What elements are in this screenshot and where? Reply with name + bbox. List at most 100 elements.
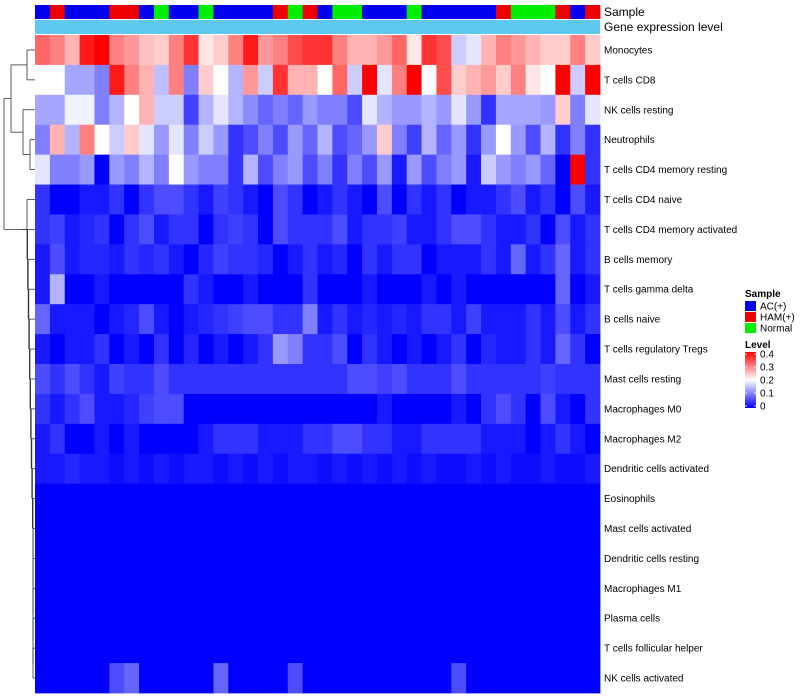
heatmap-cell xyxy=(421,483,437,514)
heatmap-cell xyxy=(525,244,541,275)
heatmap-cell xyxy=(421,573,437,604)
heatmap-cell xyxy=(153,364,170,395)
heatmap-cell xyxy=(585,393,601,425)
heatmap-cell xyxy=(376,633,393,664)
heatmap-cell xyxy=(139,214,155,245)
heatmap-cell xyxy=(421,124,437,156)
heatmap-cell xyxy=(287,364,304,395)
heatmap-cell xyxy=(243,334,259,365)
heatmap-cell xyxy=(287,453,304,485)
heatmap-cell xyxy=(347,603,363,634)
heatmap-cell xyxy=(347,94,363,126)
heatmap-cell xyxy=(451,184,467,215)
heatmap-cell xyxy=(347,214,363,245)
heatmap-cell xyxy=(183,154,199,185)
heatmap-cell xyxy=(555,423,571,455)
heatmap-cell xyxy=(451,364,467,395)
heatmap-cell xyxy=(139,663,155,694)
heatmap-cell xyxy=(228,35,244,66)
heatmap-cell xyxy=(243,573,259,604)
heatmap-cell xyxy=(570,663,586,694)
heatmap-cell xyxy=(228,94,244,126)
heatmap-cell xyxy=(436,453,452,485)
heatmap-cell xyxy=(124,364,140,395)
heatmap-cell xyxy=(168,633,185,664)
heatmap-cell xyxy=(124,64,140,96)
row-label: NK cells resting xyxy=(604,105,673,116)
heatmap-cell xyxy=(183,543,199,574)
heatmap-cell xyxy=(228,633,244,664)
heatmap-cell xyxy=(49,35,66,66)
heatmap-cell xyxy=(228,244,244,275)
heatmap-cell xyxy=(436,663,452,694)
heatmap-cell xyxy=(495,543,512,574)
row-label: NK cells activated xyxy=(604,674,683,685)
heatmap-cell xyxy=(362,124,378,156)
row-label: Macrophages M0 xyxy=(604,404,682,415)
heatmap-cell xyxy=(540,244,556,275)
heatmap-cell xyxy=(287,274,304,305)
heatmap-cell xyxy=(540,274,556,305)
heatmap-cell xyxy=(466,35,482,66)
sample-annotation-cell xyxy=(64,5,81,19)
heatmap-cell xyxy=(302,154,318,185)
heatmap-cell xyxy=(287,573,304,604)
heatmap-cell xyxy=(421,633,437,664)
heatmap-cell xyxy=(213,94,229,126)
heatmap-cell xyxy=(302,603,318,634)
heatmap-cell xyxy=(451,663,467,694)
heatmap-cell xyxy=(406,304,422,335)
heatmap-cell xyxy=(376,663,393,694)
heatmap-cell xyxy=(406,64,422,96)
heatmap-cell xyxy=(35,393,51,425)
heatmap-cell xyxy=(228,214,244,245)
row-label: Mast cells resting xyxy=(604,374,681,385)
heatmap-cell xyxy=(481,573,497,604)
sample-annotation-cell xyxy=(124,5,140,19)
heatmap-cell xyxy=(495,603,512,634)
heatmap-cell xyxy=(391,94,408,126)
heatmap-cell xyxy=(466,603,482,634)
heatmap-cell xyxy=(49,94,66,126)
heatmap-cell xyxy=(168,304,185,335)
heatmap-cell xyxy=(466,304,482,335)
row-label: T cells follicular helper xyxy=(604,644,703,655)
sample-annotation-cell xyxy=(168,5,185,19)
heatmap-cell xyxy=(481,154,497,185)
heatmap-cell xyxy=(168,423,185,455)
heatmap-cell xyxy=(436,124,452,156)
heatmap-cell xyxy=(168,334,185,365)
heatmap-cell xyxy=(79,423,95,455)
heatmap-cell xyxy=(362,633,378,664)
heatmap-cell xyxy=(64,184,81,215)
heatmap-cell xyxy=(124,603,140,634)
heatmap-cell xyxy=(35,543,51,574)
heatmap-cell xyxy=(466,154,482,185)
heatmap-cell xyxy=(213,483,229,514)
row-label: T cells CD8 xyxy=(604,75,656,86)
heatmap-cell xyxy=(525,64,541,96)
heatmap-cell xyxy=(228,513,244,544)
heatmap-cell xyxy=(139,35,155,66)
heatmap-cell xyxy=(168,663,185,694)
heatmap-cell xyxy=(466,184,482,215)
heatmap-cell xyxy=(451,64,467,96)
heatmap-cell xyxy=(258,423,274,455)
heatmap-cell xyxy=(376,94,393,126)
sample-annotation-cell xyxy=(258,5,274,19)
heatmap-cell xyxy=(64,334,81,365)
heatmap-cell xyxy=(376,364,393,395)
heatmap-cell xyxy=(124,244,140,275)
heatmap-cell xyxy=(139,513,155,544)
heatmap-cell xyxy=(302,423,318,455)
sample-annotation-cell xyxy=(555,5,571,19)
heatmap-cell xyxy=(332,393,348,425)
heatmap-cell xyxy=(585,35,601,66)
heatmap-cell xyxy=(153,64,170,96)
heatmap-cell xyxy=(64,274,81,305)
heatmap-cell xyxy=(376,513,393,544)
heatmap-cell xyxy=(406,94,422,126)
heatmap-cell xyxy=(451,423,467,455)
heatmap-cell xyxy=(466,393,482,425)
heatmap-cell xyxy=(49,334,66,365)
